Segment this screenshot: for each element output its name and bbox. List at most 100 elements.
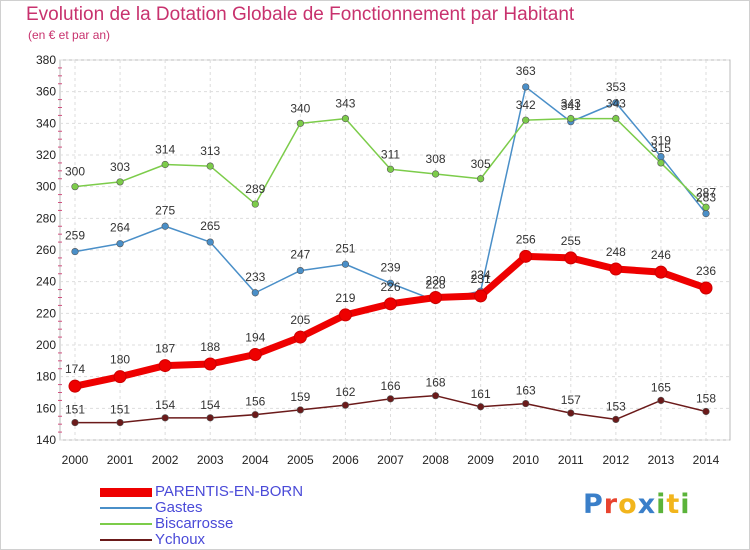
data-point [609,262,623,276]
y-tick-label: 140 [36,433,56,447]
data-point [386,165,395,173]
data-point [341,401,350,409]
data-label: 230 [426,274,446,288]
data-label: 319 [651,134,671,148]
x-tick-label: 2011 [558,453,584,467]
data-point [71,418,79,427]
data-point [612,114,620,123]
data-point [654,265,668,279]
data-label: 233 [245,270,265,284]
y-tick-label: 340 [36,116,56,130]
y-tick-label: 160 [36,401,56,415]
data-label: 161 [471,387,491,401]
data-label: 159 [290,390,310,404]
data-point [474,289,488,303]
logo-letter: i [680,489,691,520]
logo-letter: t [666,489,681,520]
data-label: 303 [110,160,130,174]
data-point [68,379,82,393]
y-tick-label: 380 [36,53,56,67]
data-label: 287 [696,185,716,199]
data-point [657,396,665,405]
y-tick-label: 260 [36,243,56,257]
data-point [522,399,530,408]
data-label: 180 [110,353,130,367]
data-label: 231 [471,272,491,286]
x-tick-label: 2008 [422,453,449,467]
data-point [341,260,350,268]
y-tick-label: 200 [36,338,56,352]
data-point [341,114,350,123]
data-label: 247 [290,248,310,262]
data-point [431,170,440,178]
data-label: 341 [561,99,581,113]
legend-label: Gastes [155,499,203,516]
data-point [203,357,217,371]
logo-letter: P [583,489,604,520]
data-label: 226 [380,280,400,294]
data-label: 166 [380,379,400,393]
legend-label: Biscarrosse [155,515,234,532]
x-tick-label: 2007 [377,453,404,467]
data-point [293,330,307,344]
data-point [161,222,169,230]
data-point [296,406,304,414]
data-point [429,291,443,304]
data-label: 151 [110,403,130,417]
data-label: 168 [426,376,446,390]
x-tick-label: 2004 [242,453,269,467]
data-label: 315 [651,141,671,155]
data-label: 275 [155,203,175,217]
data-point [702,209,710,218]
proxiti-logo: Proxiti [583,489,691,520]
data-label: 342 [516,98,536,112]
data-label: 305 [471,157,491,171]
data-point [206,238,214,246]
data-point [113,370,127,384]
x-tick-label: 2014 [693,453,720,467]
legend-swatch [100,539,152,541]
data-label: 165 [651,380,671,394]
data-point [161,160,169,169]
data-point [612,99,620,107]
data-label: 157 [561,393,581,407]
legend-swatch [100,523,152,525]
data-point [116,240,124,248]
data-point [567,409,575,417]
x-tick-label: 2005 [287,453,314,467]
legend-label: Ychoux [155,531,206,548]
data-label: 311 [381,147,400,161]
grid [60,59,730,441]
data-label: 255 [561,234,581,248]
y-tick-label: 280 [36,211,56,225]
data-label: 353 [606,80,626,94]
data-point [71,183,79,191]
data-label: 343 [561,97,581,111]
data-label: 343 [606,97,626,111]
data-labels: 174 180 187 188 194 205 219 226 230 231 256 255 248 2… [65,64,716,417]
logo-letter: o [618,489,638,520]
data-point [158,359,172,373]
logo-letter: r [603,489,619,520]
data-point [564,251,578,265]
series [68,83,713,427]
data-point [477,403,485,411]
data-label: 156 [245,395,265,409]
data-point [116,418,124,427]
data-point [161,414,169,422]
data-label: 300 [65,165,85,179]
x-tick-label: 2001 [107,453,134,467]
data-point [519,249,533,263]
data-label: 314 [155,143,175,157]
data-point [296,119,304,127]
y-tick-label: 180 [36,370,56,384]
data-point [386,395,395,403]
data-label: 308 [426,152,446,166]
data-label: 265 [200,219,220,233]
data-label: 236 [696,264,716,278]
data-point [248,348,262,361]
data-point [702,407,710,416]
data-label: 251 [335,241,355,255]
legend-swatch [100,507,152,509]
data-point [522,83,530,91]
